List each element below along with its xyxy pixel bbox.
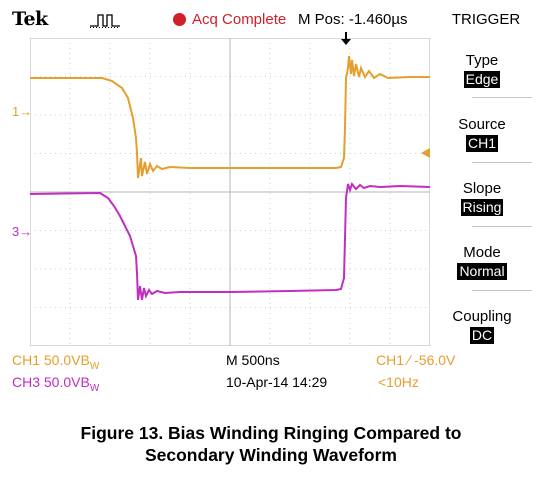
figure-caption: Figure 13. Bias Winding Ringing Compared… (0, 422, 542, 466)
ch3-waveform (30, 181, 430, 301)
ch1-bandwidth-limit: W (89, 360, 100, 372)
trigger-coupling-item[interactable]: Coupling DC (432, 298, 532, 360)
trigger-coupling-label: Coupling (452, 308, 512, 325)
trigger-mode-value: Normal (457, 263, 507, 280)
ch3-marker-label: 3 (12, 224, 20, 239)
brand-logo: Tek (12, 8, 48, 30)
acquisition-pulse-icon (90, 14, 120, 28)
status-bar: Tek Acq Complete M Pos: -1.460µs (0, 6, 430, 32)
trigger-frequency-readout: <10Hz (378, 374, 419, 390)
ch1-waveform (30, 55, 430, 179)
oscilloscope-screen: Tek Acq Complete M Pos: -1.460µs 1→ 3→ T… (0, 6, 532, 394)
trigger-source-value: CH1 (465, 135, 498, 152)
ch1-scale: CH1 50.0VB (12, 352, 90, 368)
trigger-slope-label: Slope (462, 180, 502, 197)
menu-divider (472, 290, 532, 291)
ch1-marker-arrow-icon: → (19, 104, 33, 119)
trigger-position-icon (341, 32, 351, 45)
acquisition-status-icon (173, 13, 186, 26)
trigger-type-value: Edge (463, 71, 501, 88)
trigger-source-item[interactable]: Source CH1 (432, 106, 532, 168)
timebase-readout: M 500ns (226, 352, 280, 368)
ch3-marker-arrow-icon: → (19, 224, 33, 239)
trigger-level-icon (421, 148, 430, 158)
trigger-slope-item[interactable]: Slope Rising (432, 170, 532, 232)
horizontal-position: M Pos: -1.460µs (298, 11, 408, 28)
ch1-marker-label: 1 (12, 104, 20, 119)
caption-line-2: Secondary Winding Waveform (144, 445, 397, 465)
ch3-ground-marker: 3→ (12, 224, 32, 239)
trigger-mode-item[interactable]: Mode Normal (432, 234, 532, 296)
trigger-level-readout: CH1 ∕ -56.0V (376, 352, 456, 368)
caption-line-1: Figure 13. Bias Winding Ringing Compared… (80, 423, 462, 443)
date-time-readout: 10-Apr-14 14:29 (226, 374, 328, 390)
trigger-type-item[interactable]: Type Edge (432, 42, 532, 104)
menu-divider (472, 226, 532, 227)
trigger-menu-title: TRIGGER (451, 11, 521, 28)
menu-divider (472, 97, 532, 98)
ch1-ground-marker: 1→ (12, 104, 32, 119)
acquisition-status: Acq Complete (192, 11, 287, 28)
ch3-scale-readout: CH3 50.0VBW (12, 374, 99, 394)
ch1-scale-readout: CH1 50.0VBW (12, 352, 99, 372)
trigger-mode-label: Mode (463, 244, 501, 261)
trigger-slope-value: Rising (460, 199, 504, 216)
menu-divider (472, 162, 532, 163)
trigger-source-label: Source (458, 116, 506, 133)
trigger-coupling-value: DC (469, 327, 495, 344)
waveform-graticule (30, 38, 430, 346)
ch3-scale: CH3 50.0VB (12, 374, 90, 390)
ch3-bandwidth-limit: W (89, 382, 100, 394)
trigger-type-label: Type (465, 52, 499, 69)
